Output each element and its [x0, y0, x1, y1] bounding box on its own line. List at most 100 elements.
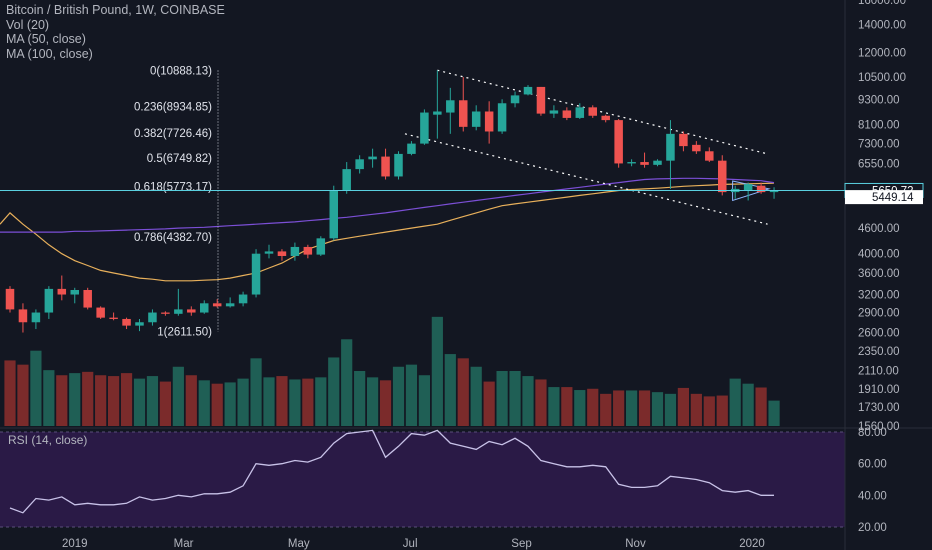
price-tick-label: 12000.00	[858, 48, 906, 60]
candle-body	[471, 111, 481, 127]
candle-body	[484, 111, 494, 132]
volume-bar	[108, 376, 120, 426]
candle	[471, 105, 481, 131]
candle-body	[5, 288, 15, 310]
volume-bar	[56, 375, 68, 426]
candle	[212, 299, 222, 308]
volume-bar	[613, 390, 625, 426]
candle-body	[225, 303, 235, 307]
candle	[18, 303, 28, 333]
volume-bar	[742, 383, 754, 426]
candle-body	[459, 100, 468, 127]
candle-body	[355, 159, 364, 170]
candle	[510, 91, 520, 108]
rsi-layer	[9, 429, 774, 514]
candle-body	[342, 169, 351, 191]
volume-bar	[664, 393, 677, 426]
candle	[692, 141, 701, 154]
volume-bar	[341, 339, 353, 426]
ma100-legend[interactable]: MA (100, close)	[6, 46, 93, 61]
price-tick-label: 2350.00	[858, 346, 900, 358]
volume-bar	[574, 390, 586, 426]
candle-body	[718, 160, 727, 193]
badge-layer: 5650.725449.14	[844, 182, 924, 205]
symbol-title[interactable]: Bitcoin / British Pound, 1W, COINBASE	[6, 3, 225, 17]
volume-bar	[17, 364, 29, 426]
channel-line	[404, 133, 768, 225]
volume-bar	[587, 388, 599, 426]
fib-label: 0.236(8934.85)	[134, 102, 212, 114]
candle-body	[601, 115, 610, 121]
candle-body	[666, 133, 675, 161]
candle-body	[523, 86, 533, 95]
volume-bar	[315, 377, 327, 426]
candle	[368, 148, 377, 168]
candle	[187, 306, 196, 316]
candle-body	[44, 288, 54, 313]
volume-bar	[703, 396, 715, 426]
volume-bar	[690, 393, 702, 426]
volume-bar	[69, 373, 81, 426]
candle	[251, 249, 261, 298]
volume-bar	[522, 376, 534, 426]
candle	[355, 155, 364, 174]
volume-bar	[626, 390, 638, 426]
price-tick-label: 7300.00	[858, 139, 900, 151]
candle-body	[57, 288, 67, 295]
candle	[342, 162, 351, 194]
candle	[407, 141, 416, 156]
candle-body	[368, 156, 377, 160]
candle-body	[756, 185, 766, 193]
candle-body	[510, 95, 520, 104]
volume-bar	[548, 387, 560, 426]
volume-bar	[561, 387, 573, 426]
candle-body	[290, 246, 300, 256]
candle-body	[174, 309, 183, 314]
rsi-tick-label: 60.00	[858, 459, 887, 471]
candle	[484, 101, 494, 144]
volume-layer	[4, 316, 780, 426]
candle	[277, 249, 287, 261]
candle	[666, 120, 675, 189]
candle-body	[96, 307, 105, 318]
candle	[446, 87, 455, 134]
volume-bar	[768, 400, 780, 426]
time-tick-label: 2020	[739, 538, 765, 550]
price-tick-label: 3200.00	[858, 290, 900, 302]
rsi-tick-label: 40.00	[858, 490, 887, 502]
ma50-legend[interactable]: MA (50, close)	[6, 32, 86, 46]
candle	[718, 155, 727, 196]
candle	[575, 103, 585, 120]
price-tick-label: 4000.00	[858, 249, 900, 261]
candle-body	[679, 133, 688, 147]
candle	[31, 309, 41, 330]
candle-body	[575, 107, 585, 118]
candle	[549, 105, 559, 118]
candle-layer	[5, 70, 779, 333]
fib-label: 0.618(5773.17)	[134, 182, 212, 194]
volume-legend[interactable]: Vol (20)	[6, 17, 50, 32]
candle	[5, 286, 15, 313]
candle-body	[692, 144, 701, 152]
volume-bar	[431, 316, 443, 426]
candle-body	[83, 290, 92, 308]
candle	[756, 182, 766, 194]
candle-body	[394, 153, 403, 177]
rsi-band	[0, 432, 845, 527]
candle	[174, 288, 183, 316]
price-badge-text: 5449.14	[872, 192, 914, 204]
candle-body	[627, 162, 636, 164]
fib-label: 0.382(7726.46)	[134, 128, 212, 140]
candle-body	[187, 309, 196, 313]
price-tick-label: 4600.00	[858, 223, 900, 235]
candle-body	[238, 294, 248, 304]
candle	[225, 297, 235, 308]
price-tick-label: 16000.00	[858, 0, 906, 7]
price-tick-label: 3600.00	[858, 268, 900, 280]
candle-body	[264, 251, 274, 254]
rsi-legend[interactable]: RSI (14, close)	[8, 433, 88, 447]
candle	[109, 312, 118, 321]
candle	[122, 317, 131, 330]
candle-body	[18, 309, 28, 323]
